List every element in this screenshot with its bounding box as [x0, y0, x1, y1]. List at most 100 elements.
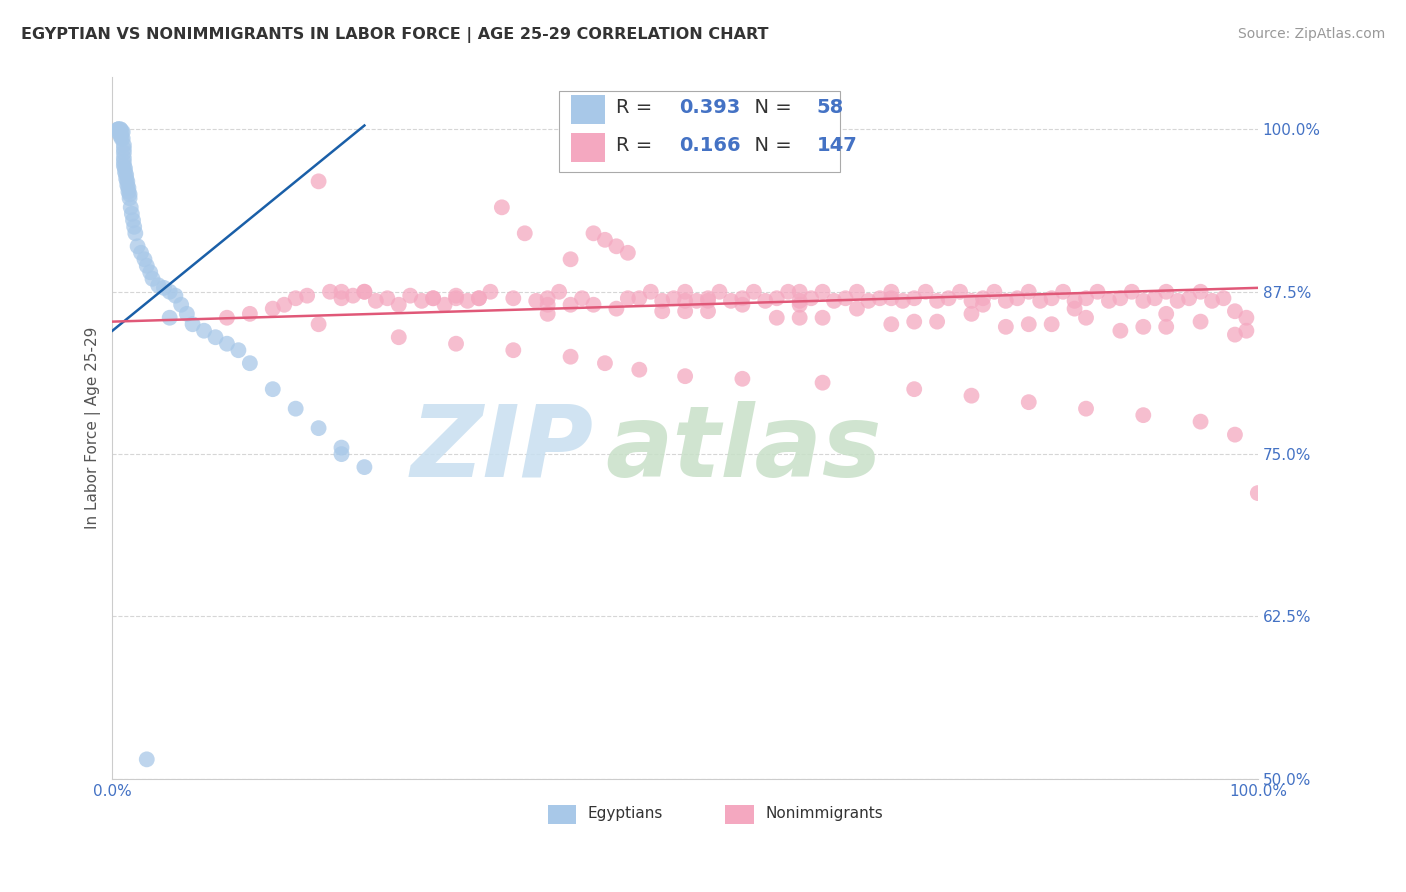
Point — [1132, 293, 1154, 308]
Point — [1143, 291, 1166, 305]
Point — [709, 285, 731, 299]
Text: R =: R = — [616, 136, 659, 155]
Point — [994, 293, 1017, 308]
Point — [353, 285, 375, 299]
Point — [159, 285, 181, 299]
Point — [960, 307, 983, 321]
Point — [330, 285, 353, 299]
Text: Egyptians: Egyptians — [588, 806, 664, 822]
Point — [1178, 291, 1201, 305]
Point — [640, 285, 662, 299]
Point — [605, 301, 627, 316]
Point — [1029, 293, 1052, 308]
Point — [673, 285, 696, 299]
Point — [914, 285, 936, 299]
Point — [111, 125, 134, 139]
Point — [117, 178, 139, 193]
Point — [181, 317, 204, 331]
Point — [122, 213, 145, 227]
Text: ZIP: ZIP — [411, 401, 593, 498]
Point — [110, 122, 132, 136]
Point — [903, 382, 925, 396]
Point — [228, 343, 250, 358]
Point — [582, 298, 605, 312]
Point — [115, 168, 138, 182]
Point — [617, 291, 640, 305]
Point — [117, 181, 139, 195]
Point — [308, 317, 330, 331]
Point — [673, 369, 696, 384]
Point — [110, 122, 132, 136]
Point — [1223, 427, 1246, 442]
Point — [1007, 291, 1029, 305]
Point — [107, 122, 129, 136]
Point — [353, 285, 375, 299]
Point — [858, 293, 880, 308]
Point — [262, 301, 284, 316]
Point — [110, 125, 132, 139]
Point — [1189, 285, 1212, 299]
Point — [560, 252, 582, 267]
Point — [422, 291, 444, 305]
Point — [662, 291, 685, 305]
Point — [697, 293, 720, 308]
Point — [118, 191, 141, 205]
Point — [364, 293, 387, 308]
FancyBboxPatch shape — [725, 805, 754, 824]
Point — [134, 252, 156, 267]
Text: 0.393: 0.393 — [679, 98, 741, 117]
Point — [1154, 285, 1177, 299]
Point — [880, 317, 903, 331]
Point — [891, 293, 914, 308]
Point — [903, 291, 925, 305]
Point — [949, 285, 972, 299]
Point — [215, 336, 238, 351]
Text: N =: N = — [742, 136, 799, 155]
FancyBboxPatch shape — [560, 92, 839, 172]
Point — [1189, 315, 1212, 329]
Point — [560, 298, 582, 312]
Point — [811, 376, 834, 390]
Point — [960, 293, 983, 308]
Text: N =: N = — [742, 98, 799, 117]
Point — [1098, 293, 1121, 308]
Point — [823, 293, 845, 308]
Point — [375, 291, 398, 305]
Point — [651, 293, 673, 308]
Point — [685, 293, 707, 308]
Point — [731, 372, 754, 386]
Point — [673, 293, 696, 308]
Point — [880, 285, 903, 299]
Point — [468, 291, 491, 305]
Point — [1234, 310, 1257, 325]
Point — [444, 291, 467, 305]
Point — [273, 298, 295, 312]
Point — [153, 281, 176, 295]
Point — [1074, 310, 1097, 325]
Point — [938, 291, 960, 305]
Point — [127, 239, 149, 253]
Point — [112, 151, 135, 165]
Point — [491, 200, 513, 214]
Point — [176, 307, 198, 321]
Point — [731, 298, 754, 312]
Point — [1234, 324, 1257, 338]
Point — [731, 291, 754, 305]
Point — [972, 298, 994, 312]
Point — [468, 291, 491, 305]
Point — [124, 227, 146, 241]
Point — [1063, 301, 1085, 316]
Point — [422, 291, 444, 305]
Point — [239, 307, 262, 321]
Point — [800, 291, 823, 305]
Point — [1223, 327, 1246, 342]
Point — [697, 304, 720, 318]
Point — [1121, 285, 1143, 299]
Point — [778, 285, 800, 299]
Point — [1167, 293, 1189, 308]
Point — [433, 298, 456, 312]
Point — [811, 310, 834, 325]
Point — [754, 293, 776, 308]
Text: 58: 58 — [817, 98, 844, 117]
Point — [845, 285, 868, 299]
